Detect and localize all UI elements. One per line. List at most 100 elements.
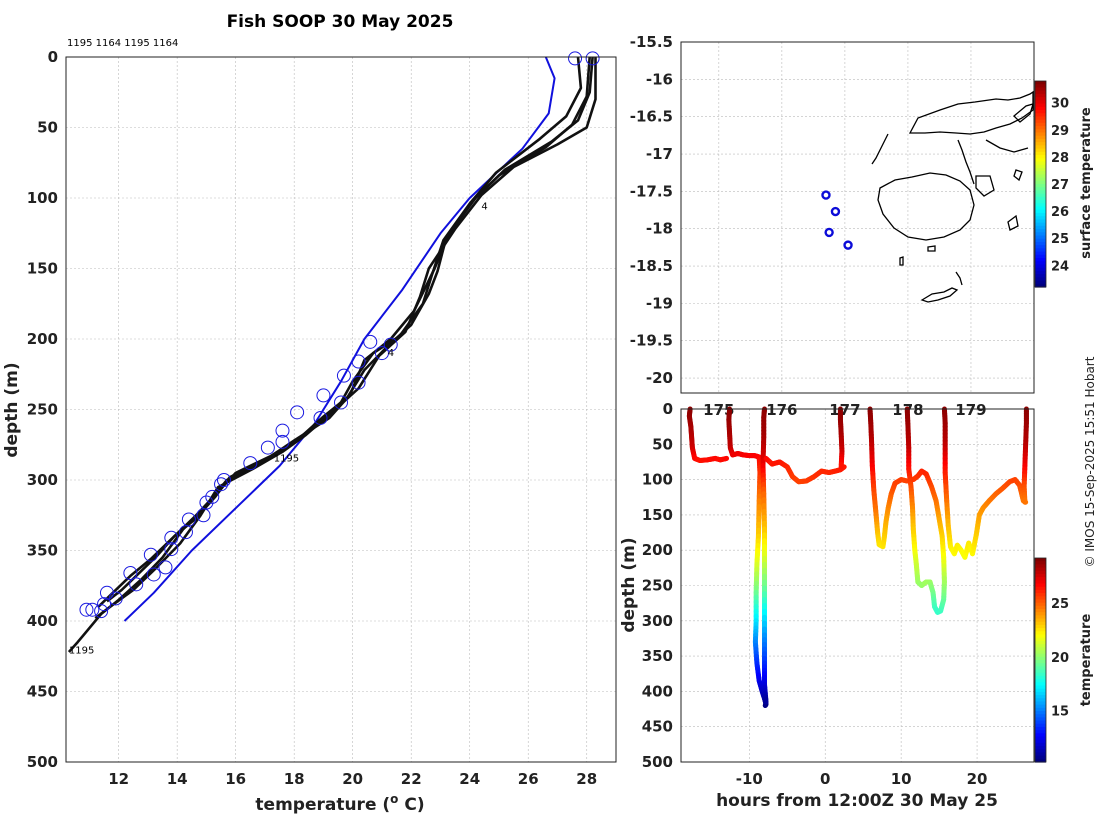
- section-colorbar-segment: [1035, 602, 1046, 607]
- profile-marker: [275, 423, 290, 438]
- section-colorbar-segment: [1035, 691, 1046, 696]
- map-station-marker: [830, 206, 841, 217]
- profile-xtick-label: 16: [225, 770, 246, 788]
- map-colorbar-segment: [1035, 155, 1046, 159]
- profile-annotation: 1195: [274, 454, 299, 465]
- lau-island-3: [975, 175, 995, 197]
- profile-marker: [205, 489, 220, 504]
- section-colorbar-segment: [1035, 688, 1046, 693]
- map-ticks: -15.5 -16 -16.5 -17 -17.5 -18 -18.5 -19 -19.5 -20…: [630, 33, 987, 419]
- map-axes-box: [680, 41, 1035, 394]
- section-colorbar-segment: [1035, 704, 1046, 709]
- profile-grid: [66, 56, 616, 763]
- section-colorbar-segment: [1035, 752, 1046, 757]
- section-colorbar-segment: [1035, 707, 1046, 712]
- section-colorbar-segment: [1035, 564, 1046, 569]
- map-lat-label: -17: [646, 145, 673, 163]
- map-lat-label: -16: [646, 70, 673, 88]
- section-colorbar-segment: [1035, 637, 1046, 642]
- map-grid: [681, 41, 1034, 393]
- map-colorbar-segment: [1035, 119, 1046, 124]
- section-colorbar-segment: [1035, 711, 1046, 715]
- map-colorbar-segment: [1035, 126, 1046, 130]
- section-colorbar-segment: [1035, 685, 1046, 690]
- section-colorbar-segment: [1035, 570, 1046, 575]
- map-colorbar-segment: [1035, 203, 1046, 208]
- map-colorbar-segment: [1035, 180, 1046, 185]
- profile-marker: [216, 473, 231, 487]
- map-colorbar-segment: [1035, 164, 1046, 169]
- profile-ytick-label: 300: [27, 471, 58, 489]
- map-colorbar-segment: [1035, 222, 1046, 227]
- profile-marker: [214, 477, 229, 492]
- map-colorbar-segment: [1035, 138, 1046, 143]
- profile-xtick-label: 22: [401, 770, 422, 788]
- coastline-islands: [871, 90, 1034, 303]
- map-panel: -15.5 -16 -16.5 -17 -17.5 -18 -18.5 -19 -19.5 -20…: [630, 33, 1094, 419]
- section-colorbar-segment: [1035, 577, 1046, 581]
- section-colorbar-segment: [1035, 621, 1046, 626]
- map-colorbar-tick: 28: [1051, 151, 1069, 166]
- profile-line-profile-3: [97, 56, 583, 608]
- map-colorbar-tick: 26: [1051, 205, 1069, 220]
- map-colorbar-segment: [1035, 116, 1046, 121]
- profile-series: [67, 56, 597, 653]
- map-lat-label: -18.5: [630, 257, 673, 275]
- map-colorbar-segment: [1035, 254, 1046, 259]
- map-colorbar-segment: [1035, 209, 1046, 214]
- section-xtick-label: 0: [820, 770, 830, 788]
- profile-ticks: 12 14 16 18 20 22 24 26 28 0 50 100 150 200 250 300 350 4…: [27, 48, 597, 788]
- map-colorbar-segment: [1035, 81, 1046, 85]
- map-colorbar-segment: [1035, 171, 1046, 175]
- map-colorbar-segment: [1035, 264, 1046, 269]
- map-colorbar-segment: [1035, 277, 1046, 282]
- map-colorbar-segment: [1035, 109, 1046, 114]
- profile-xtick-label: 26: [518, 770, 539, 788]
- section-colorbar-segment: [1035, 650, 1046, 655]
- profile-xtick-label: 28: [576, 770, 597, 788]
- section-colorbar-segment: [1035, 567, 1046, 572]
- map-colorbar-segment: [1035, 135, 1046, 140]
- taveuni-coast: [1013, 103, 1034, 123]
- profile-xtick-label: 12: [108, 770, 129, 788]
- map-lat-label: -19.5: [630, 332, 673, 350]
- small-island-1: [899, 256, 904, 266]
- section-cast-segment: [910, 476, 917, 483]
- small-island-2: [927, 245, 936, 252]
- profile-panel: Fish SOOP 30 May 2025 1195 1164 1195 116…: [2, 12, 617, 815]
- profile-xlabel: temperature (o C): [255, 792, 424, 815]
- profile-line-profile-4: [106, 56, 591, 603]
- profile-marker: [374, 346, 389, 361]
- profile-marker: [568, 51, 583, 66]
- map-lat-label: -20: [646, 369, 673, 387]
- map-colorbar-segment: [1035, 261, 1046, 266]
- section-ytick-label: 500: [642, 753, 673, 771]
- section-colorbar-segment: [1035, 656, 1046, 661]
- section-colorbar-segment: [1035, 726, 1046, 731]
- map-lon-label: 177: [829, 401, 860, 419]
- section-xtick-label: -10: [736, 770, 763, 788]
- map-colorbar-segment: [1035, 235, 1046, 240]
- section-colorbar-segment: [1035, 733, 1046, 738]
- profile-marker: [290, 405, 305, 420]
- map-colorbar-segment: [1035, 106, 1046, 111]
- map-colorbar-segment: [1035, 274, 1046, 278]
- reef-line-3: [955, 271, 963, 286]
- profile-axes-box: [65, 56, 617, 763]
- credit-text: © IMOS 15-Sep-2025 15:51 Hobart: [1083, 356, 1097, 567]
- profile-marker: [351, 354, 366, 369]
- map-colorbar-segment: [1035, 148, 1046, 153]
- profile-marker: [336, 368, 351, 383]
- profile-marker: [129, 577, 144, 592]
- profile-ytick-label: 100: [27, 189, 58, 207]
- map-stations: [821, 190, 853, 250]
- profile-marker: [79, 602, 94, 617]
- profile-annotations: 1195 1195 4 4: [69, 201, 488, 656]
- map-colorbar-segment: [1035, 216, 1046, 221]
- profile-ytick-label: 150: [27, 260, 58, 278]
- map-colorbar-segment: [1035, 238, 1046, 243]
- section-ytick-label: 300: [642, 612, 673, 630]
- section-colorbar-segment: [1035, 736, 1046, 741]
